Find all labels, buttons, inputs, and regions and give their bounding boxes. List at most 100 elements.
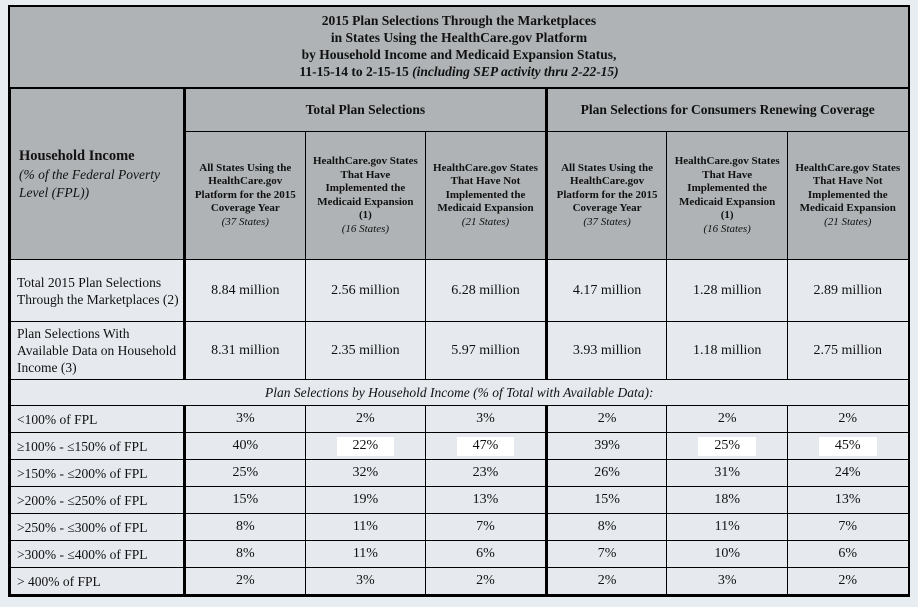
column-header-states: (37 States) xyxy=(583,215,631,228)
value-cell: 2% xyxy=(545,567,668,595)
column-header-text: HealthCare.gov States That Have Not Impl… xyxy=(433,161,538,215)
value-cell: 6% xyxy=(425,540,548,568)
title-sep-note: (including SEP activity thru 2-22-15) xyxy=(412,64,619,79)
value-cell: 2.89 million xyxy=(786,259,909,322)
value-cell: 8% xyxy=(184,513,306,541)
value-cell: 39% xyxy=(545,432,668,460)
value-cell: 3.93 million xyxy=(545,321,668,380)
row-label: > 400% of FPL xyxy=(10,567,186,595)
value-cell: 11% xyxy=(666,513,788,541)
table-title: 2015 Plan Selections Through the Marketp… xyxy=(10,7,908,88)
highlighted-value: 45% xyxy=(818,436,877,456)
plan-selections-table: Household Income (% of the Federal Pover… xyxy=(10,88,909,595)
column-header-text: All States Using the HealthCare.gov Plat… xyxy=(194,161,296,215)
title-line-1: 2015 Plan Selections Through the Marketp… xyxy=(321,13,597,28)
section-note: Plan Selections by Household Income (% o… xyxy=(10,379,909,406)
value-cell: 15% xyxy=(545,486,668,514)
value-cell: 2% xyxy=(304,405,427,433)
row-label: >200% - ≤250% of FPL xyxy=(10,486,186,514)
column-header-text: HealthCare.gov States That Have Not Impl… xyxy=(795,161,901,215)
value-cell: 2% xyxy=(666,405,788,433)
column-header-5: HealthCare.gov States That Have Implemen… xyxy=(666,131,788,260)
household-income-subtitle: (% of the Federal Poverty Level (FPL)) xyxy=(19,166,160,200)
title-date-range: 11-15-14 to 2-15-15 xyxy=(299,64,409,79)
value-cell: 1.28 million xyxy=(666,259,788,322)
value-cell: 8% xyxy=(184,540,306,568)
table-row: Total 2015 Plan Selections Through the M… xyxy=(10,259,909,322)
highlighted-value: 22% xyxy=(336,436,395,456)
value-cell: 40% xyxy=(184,432,306,460)
value-cell: 8.31 million xyxy=(184,321,306,380)
column-header-text: HealthCare.gov States That Have Implemen… xyxy=(674,155,780,221)
household-income-title: Household Income xyxy=(19,147,135,164)
value-cell: 22% xyxy=(304,432,427,460)
value-cell: 7% xyxy=(786,513,909,541)
table-row: <100% of FPL 3% 2% 3% 2% 2% 2% xyxy=(10,405,909,433)
row-label: <100% of FPL xyxy=(10,405,186,433)
value-cell: 7% xyxy=(545,540,668,568)
group-header-row: Household Income (% of the Federal Pover… xyxy=(10,88,909,260)
table-row: >200% - ≤250% of FPL 15% 19% 13% 15% 18%… xyxy=(10,486,909,514)
value-cell: 31% xyxy=(666,459,788,487)
value-cell: 25% xyxy=(666,432,788,460)
value-cell: 3% xyxy=(184,405,306,433)
value-cell: 8% xyxy=(545,513,668,541)
value-cell: 5.97 million xyxy=(425,321,548,380)
value-cell: 7% xyxy=(425,513,548,541)
column-header-states: (21 States) xyxy=(824,215,872,228)
section-note-row: Plan Selections by Household Income (% o… xyxy=(10,379,909,406)
value-cell: 11% xyxy=(304,540,427,568)
value-cell: 6.28 million xyxy=(425,259,548,322)
title-line-3: by Household Income and Medicaid Expansi… xyxy=(301,47,617,62)
column-header-text: HealthCare.gov States That Have Implemen… xyxy=(312,155,418,221)
value-cell: 1.18 million xyxy=(666,321,788,380)
value-cell: 2% xyxy=(786,567,909,595)
value-cell: 2% xyxy=(545,405,668,433)
value-cell: 26% xyxy=(545,459,668,487)
value-cell: 3% xyxy=(666,567,788,595)
row-label-available-data: Plan Selections With Available Data on H… xyxy=(10,321,186,380)
value-cell: 2% xyxy=(425,567,548,595)
table-row: >250% - ≤300% of FPL 8% 11% 7% 8% 11% 7% xyxy=(10,513,909,541)
column-header-states: (16 States) xyxy=(703,222,751,235)
value-cell: 13% xyxy=(786,486,909,514)
value-cell: 6% xyxy=(786,540,909,568)
household-income-header: Household Income (% of the Federal Pover… xyxy=(10,88,186,260)
column-header-text: All States Using the HealthCare.gov Plat… xyxy=(556,161,658,215)
column-header-row: All States Using the HealthCare.gov Plat… xyxy=(11,131,909,260)
group-header-renewing-coverage: Plan Selections for Consumers Renewing C… xyxy=(545,88,909,132)
value-cell: 19% xyxy=(304,486,427,514)
value-cell: 25% xyxy=(184,459,306,487)
title-line-4: 11-15-14 to 2-15-15 (including SEP activ… xyxy=(10,63,908,80)
table-row: Plan Selections With Available Data on H… xyxy=(10,321,909,380)
value-cell: 4.17 million xyxy=(545,259,668,322)
value-cell: 18% xyxy=(666,486,788,514)
value-cell: 2% xyxy=(184,567,306,595)
column-header-1: All States Using the HealthCare.gov Plat… xyxy=(184,131,306,260)
row-label-total-selections: Total 2015 Plan Selections Through the M… xyxy=(10,259,186,322)
value-cell: 3% xyxy=(425,405,548,433)
column-header-states: (21 States) xyxy=(461,215,510,228)
value-cell: 23% xyxy=(425,459,548,487)
column-header-states: (37 States) xyxy=(221,215,269,228)
highlighted-value: 47% xyxy=(456,436,515,456)
table-row: > 400% of FPL 2% 3% 2% 2% 3% 2% xyxy=(10,567,909,595)
title-line-2: in States Using the HealthCare.gov Platf… xyxy=(330,30,588,45)
row-label: >150% - ≤200% of FPL xyxy=(10,459,186,487)
column-header-states: (16 States) xyxy=(341,222,390,235)
value-cell: 2% xyxy=(786,405,909,433)
table-row: >300% - ≤400% of FPL 8% 11% 6% 7% 10% 6% xyxy=(10,540,909,568)
value-cell: 8.84 million xyxy=(184,259,306,322)
row-label: ≥100% - ≤150% of FPL xyxy=(10,432,186,460)
value-cell: 24% xyxy=(786,459,909,487)
column-header-6: HealthCare.gov States That Have Not Impl… xyxy=(786,131,909,260)
value-cell: 32% xyxy=(304,459,427,487)
table-row: >150% - ≤200% of FPL 25% 32% 23% 26% 31%… xyxy=(10,459,909,487)
value-cell: 11% xyxy=(304,513,427,541)
row-label: >300% - ≤400% of FPL xyxy=(10,540,186,568)
value-cell: 3% xyxy=(304,567,427,595)
table-row: ≥100% - ≤150% of FPL 40% 22% 47% 39% 25%… xyxy=(10,432,909,460)
value-cell: 10% xyxy=(666,540,788,568)
row-label: >250% - ≤300% of FPL xyxy=(10,513,186,541)
report-table: 2015 Plan Selections Through the Marketp… xyxy=(8,5,910,597)
